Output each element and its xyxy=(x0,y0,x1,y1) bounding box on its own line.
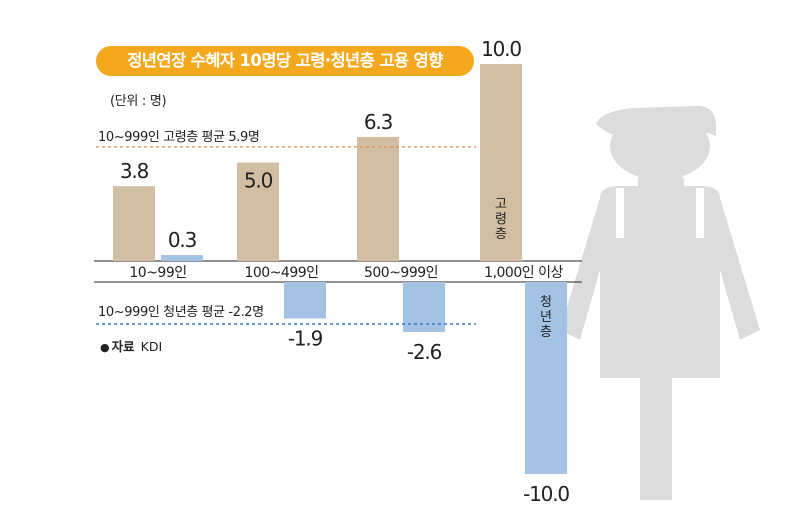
reference-label-senior: 10~999인 고령층 평균 5.9명 xyxy=(98,130,259,145)
reference-label-youth: 10~999인 청년층 평균 -2.2명 xyxy=(98,305,264,320)
bar-youth-0 xyxy=(161,255,203,261)
strap-left-icon xyxy=(616,188,624,238)
bar-youth-1 xyxy=(284,282,326,319)
series-label-senior: 고령층 xyxy=(495,197,507,242)
data-label-senior-2: 6.3 xyxy=(364,110,393,134)
head-icon xyxy=(610,112,710,180)
data-label-senior-3: 10.0 xyxy=(481,37,521,61)
source-note: ● 자료 KDI xyxy=(100,336,162,355)
strap-right-icon xyxy=(696,188,704,238)
series-label-youth-char: 청 xyxy=(540,295,552,310)
bar-senior-2 xyxy=(357,136,399,261)
data-label-youth-3: -10.0 xyxy=(523,482,569,506)
series-label-senior-char: 고 xyxy=(495,197,507,212)
bar-senior-1 xyxy=(237,162,279,261)
series-label-youth-char: 년 xyxy=(540,310,552,325)
unit-label: (단위 : 명) xyxy=(110,94,167,109)
person-silhouette-icon xyxy=(560,106,760,500)
data-label-youth-2: -2.6 xyxy=(407,340,442,364)
bullet-icon: ● xyxy=(100,341,110,354)
series-label-youth: 청년층 xyxy=(540,295,552,340)
chart-title: 정년연장 수혜자 10명당 고령·청년층 고용 영향 xyxy=(96,46,474,76)
bar-senior-3 xyxy=(480,64,522,261)
category-label-2: 500~999인 xyxy=(364,265,438,281)
data-label-senior-0: 3.8 xyxy=(120,159,149,183)
category-label-1: 100~499인 xyxy=(244,265,318,281)
data-label-senior-1: 5.0 xyxy=(244,169,273,193)
data-label-youth-1: -1.9 xyxy=(288,326,323,350)
source-org: KDI xyxy=(140,339,163,354)
series-label-senior-char: 층 xyxy=(495,227,507,242)
body-icon xyxy=(560,186,760,500)
data-label-youth-0: 0.3 xyxy=(168,228,197,252)
series-label-senior-char: 령 xyxy=(495,212,507,227)
bar-youth-3 xyxy=(525,282,567,474)
series-label-youth-char: 층 xyxy=(540,325,552,340)
category-label-3: 1,000인 이상 xyxy=(484,265,563,281)
bar-senior-0 xyxy=(113,186,155,261)
category-label-0: 10~99인 xyxy=(129,265,186,281)
source-label: 자료 xyxy=(111,339,135,354)
